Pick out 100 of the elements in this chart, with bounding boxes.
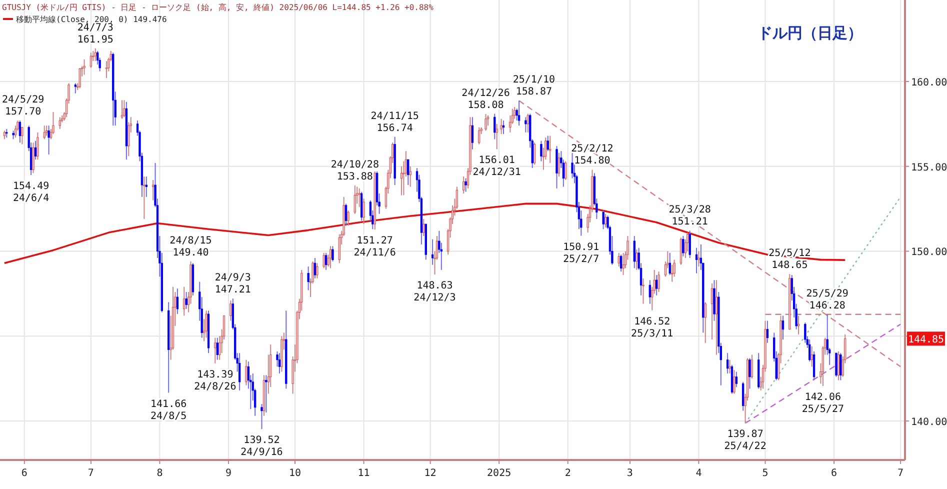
annotation: 25/3/28 151.21 [668,204,711,228]
candlestick [21,126,24,145]
candlestick [549,135,552,164]
annotation: 146.52 25/3/11 [631,316,674,340]
candlestick [526,113,529,133]
candlestick [735,371,738,388]
candlestick [152,179,154,201]
candlestick [324,252,328,270]
candlestick [748,358,751,390]
candlestick [648,280,651,304]
candlestick [602,210,604,230]
candlestick [34,140,37,160]
candlestick [556,145,558,189]
candlestick [307,266,310,291]
candlestick [105,60,108,79]
candlestick [618,252,620,267]
candlestick [695,247,698,274]
candlestick [422,218,425,236]
candlestick [558,152,560,178]
annotation: 24/9/3 147.21 [214,272,251,296]
candlestick [94,48,96,62]
candlestick [205,310,208,338]
annotation: 139.52 24/9/16 [240,435,283,458]
candlestick [407,159,410,186]
x-tick-label: 9 [225,468,232,479]
candlestick [715,280,718,356]
annotation: 24/11/15 156.74 [370,110,419,134]
candlestick [835,352,838,378]
candlestick [655,274,658,296]
candlestick [496,123,498,150]
candlestick [78,67,81,89]
candlestick [680,237,682,266]
x-tick-label: 11 [358,468,370,479]
x-tick-label: 7 [898,468,904,479]
annotation: 24/5/29 157.70 [2,94,44,118]
candlestick [812,350,816,381]
x-tick-label: 6 [21,468,28,479]
annotation: 154.49 24/6/4 [12,181,50,204]
annotation: 25/1/10 158.87 [512,74,556,98]
candlestick [123,100,126,118]
candlestick [750,354,754,380]
candlestick [338,234,340,264]
candlestick [48,125,50,155]
x-tick-label: 12 [424,468,436,479]
candlestick [52,112,54,135]
candlestick [354,184,356,214]
x-tick-label: 2 [564,468,571,479]
candlestick [682,235,684,257]
x-tick-label: 5 [762,468,768,479]
candlestick [726,352,729,374]
annotation: 25/5/29 146.28 [806,288,848,312]
candlestick [698,250,700,267]
candlestick [478,126,480,145]
candlestick [564,160,567,180]
candlestick [183,286,186,316]
annotation: 148.63 24/12/3 [414,280,456,304]
candlestick [278,352,281,374]
candlestick [260,403,263,430]
y-tick-label: 140.00 [911,416,947,428]
candlestick [494,113,496,140]
candlestick [533,142,536,166]
annotation: 24/8/15 149.40 [170,235,212,258]
candlestick [636,249,638,270]
candlestick [216,337,218,360]
candlestick [668,252,671,276]
candlestick [238,352,241,391]
candlestick [840,352,842,381]
candlestick [837,350,840,381]
annotation: 141.66 24/8/5 [150,398,187,422]
candlestick [742,381,744,412]
candlestick [620,254,622,272]
candlestick [347,210,350,226]
annotation: 144.85 [908,334,944,346]
candlestick [733,370,736,394]
candlestick [120,100,124,120]
candlestick [518,100,520,126]
candlestick [471,116,474,150]
chart-subtitle: GTUSJY (米ドル/円 GTIS) - 日足 - ローソク足 (始, 高, 安, 終値) 2025/06/06 L=144.85 +1.26 +0.88% [2,3,434,12]
candlestick [808,338,811,362]
candlestick [362,198,365,225]
candlestick [314,258,316,279]
candlestick [176,288,179,315]
candlestick [464,178,467,192]
candlestick [185,291,188,310]
candlestick [58,116,61,130]
annotation: 143.39 24/8/26 [194,369,236,392]
candlestick [500,118,502,135]
candlestick [431,238,434,266]
candlestick [633,235,636,269]
candlestick [484,114,487,132]
candlestick [766,320,769,344]
annotation: 150.91 25/2/7 [563,242,600,265]
legend-label: 移動平均線(Close, 200, 0) 149.476 [16,15,167,24]
candlestick [32,142,34,174]
annotation: 142.06 25/5/27 [802,392,844,415]
text: ドル円（日足） [758,24,862,42]
candlestick [358,188,360,208]
x-tick-label: 6 [831,468,838,479]
candlestick [74,82,76,94]
candlestick [688,230,691,259]
